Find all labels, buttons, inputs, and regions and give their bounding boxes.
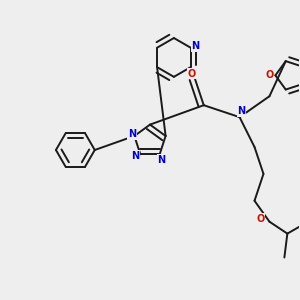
- Text: N: N: [157, 155, 165, 165]
- Text: N: N: [131, 151, 139, 161]
- Text: O: O: [188, 69, 196, 79]
- Text: O: O: [265, 70, 274, 80]
- Text: N: N: [191, 41, 199, 51]
- Text: N: N: [128, 130, 136, 140]
- Text: O: O: [256, 214, 265, 224]
- Text: N: N: [237, 106, 245, 116]
